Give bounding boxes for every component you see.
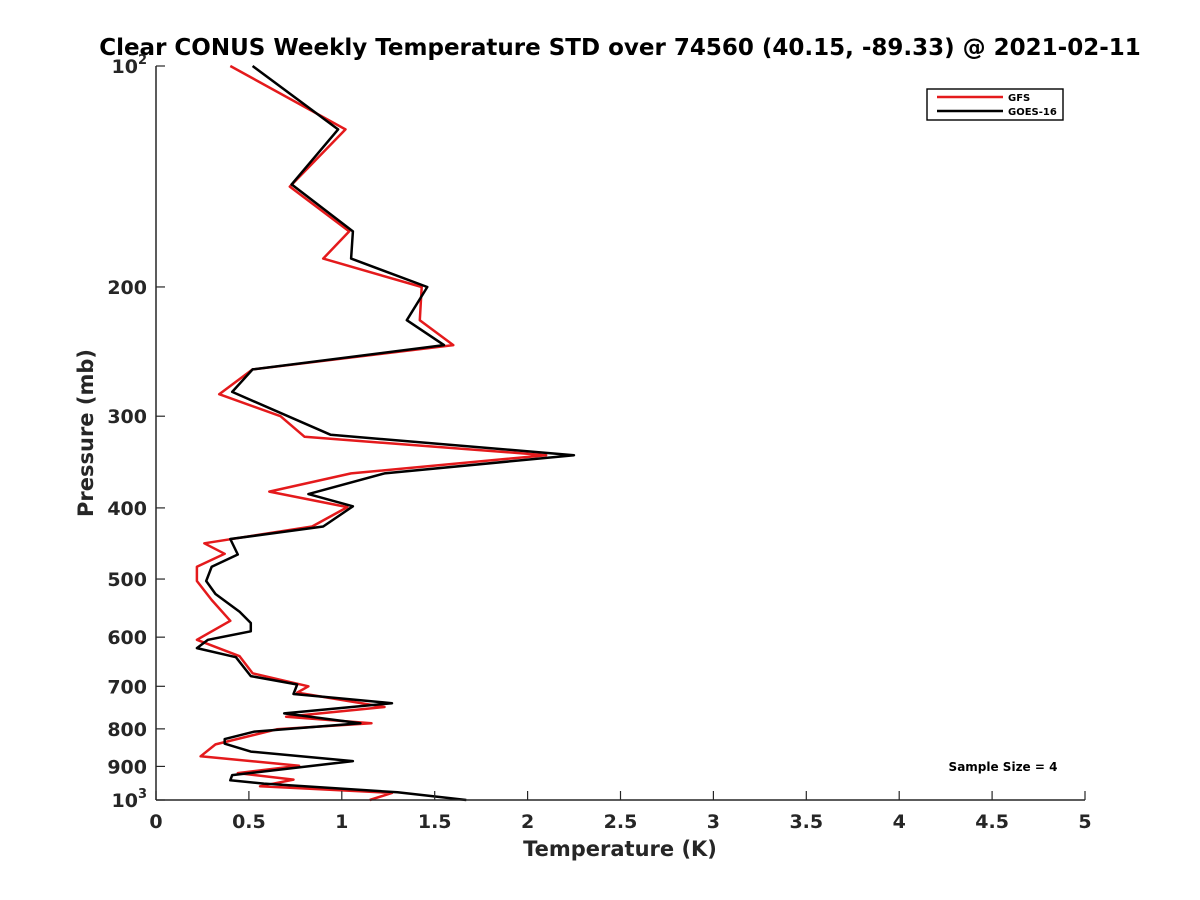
x-tick-label: 3	[707, 811, 720, 833]
x-ticks: 0 0.5 1 1.5 2 2.5 3 3.5 4 4.5 5	[149, 791, 1092, 833]
x-tick-label: 5	[1078, 811, 1091, 833]
legend-label-gfs: GFS	[1008, 93, 1030, 104]
legend-box	[926, 88, 1064, 121]
legend-label-goes16: GOES-16	[1008, 107, 1057, 118]
y-tick-label: 900	[107, 756, 147, 778]
plot-area	[195, 64, 576, 802]
x-tick-label: 3.5	[789, 811, 823, 833]
sample-size-annotation: Sample Size = 4	[949, 760, 1058, 774]
y-ticks: 102 200 300 400 500 600 700 800 900 103	[107, 53, 165, 812]
x-tick-label: 1.5	[418, 811, 452, 833]
y-axis-label: Pressure (mb)	[74, 349, 98, 517]
x-tick-label: 2.5	[604, 811, 638, 833]
y-tick-label: 700	[107, 676, 147, 698]
y-tick-label: 800	[107, 719, 147, 741]
legend: GFS GOES-16	[926, 88, 1064, 121]
x-axis-label: Temperature (K)	[523, 837, 717, 861]
y-tick-label: 300	[107, 406, 147, 428]
series-line-goes16	[195, 64, 576, 802]
y-tick-label: 400	[107, 498, 147, 520]
x-tick-label: 0	[149, 811, 162, 833]
y-tick-label: 600	[107, 627, 147, 649]
x-tick-label: 4.5	[975, 811, 1009, 833]
y-tick-label: 500	[107, 569, 147, 591]
x-tick-label: 2	[521, 811, 534, 833]
x-tick-label: 1	[335, 811, 348, 833]
y-tick-label: 102	[112, 53, 148, 78]
x-tick-label: 0.5	[232, 811, 266, 833]
series-line-gfs	[195, 64, 548, 802]
y-tick-label: 200	[107, 277, 147, 299]
y-tick-label: 103	[112, 787, 148, 812]
x-tick-label: 4	[893, 811, 906, 833]
chart-title: Clear CONUS Weekly Temperature STD over …	[99, 35, 1141, 61]
